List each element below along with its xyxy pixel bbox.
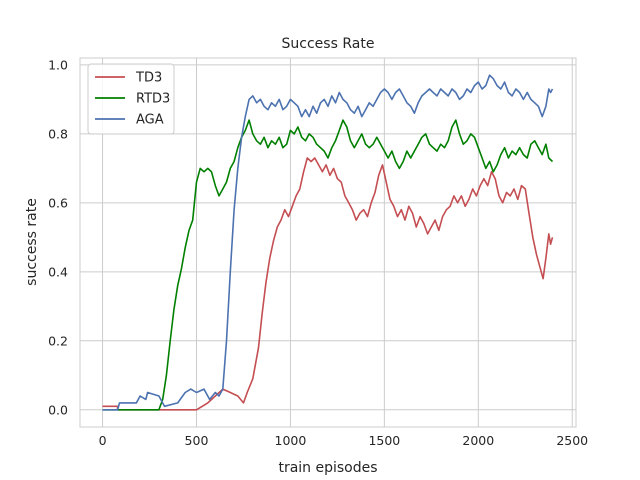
y-tick-label: 0.8: [48, 126, 68, 141]
x-tick-label: 1500: [368, 433, 400, 448]
y-axis-label: success rate: [24, 198, 40, 286]
x-tick-label: 2500: [556, 433, 588, 448]
y-tick-label: 1.0: [48, 57, 68, 72]
legend-label-td3: TD3: [135, 71, 162, 86]
series-line-aga: [102, 74, 554, 411]
y-tick-label: 0.6: [48, 195, 68, 210]
y-tick-label: 0.2: [48, 333, 68, 348]
x-axis-ticks: 0 500 1000 1500 2000 2500: [99, 433, 589, 448]
y-tick-label: 0.0: [48, 402, 68, 417]
y-tick-label: 0.4: [48, 264, 68, 279]
legend-box: [87, 63, 175, 135]
y-axis-ticks: 0.0 0.2 0.4 0.6 0.8 1.0: [48, 57, 68, 417]
series-layer: [102, 74, 554, 411]
series-line-rtd3: [102, 119, 554, 411]
x-tick-label: 500: [185, 433, 209, 448]
x-tick-label: 1000: [275, 433, 307, 448]
legend-label-rtd3: RTD3: [136, 92, 170, 107]
x-tick-label: 2000: [462, 433, 494, 448]
chart-title: Success Rate: [282, 36, 375, 52]
x-tick-label: 0: [99, 433, 107, 448]
legend: TD3 RTD3 AGA: [87, 63, 175, 135]
x-axis-label: train episodes: [278, 460, 377, 476]
series-line-td3: [102, 157, 554, 411]
legend-label-aga: AGA: [136, 113, 164, 128]
